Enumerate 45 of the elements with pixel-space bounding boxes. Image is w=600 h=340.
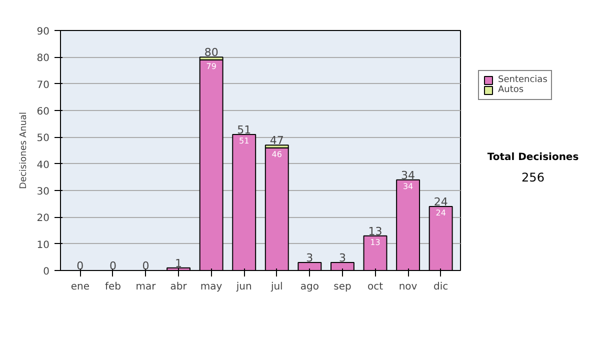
text: Total Decisiones xyxy=(487,152,579,164)
y-tick-label: 90 xyxy=(36,26,50,38)
total-label: 1 xyxy=(175,256,182,270)
total-label: 47 xyxy=(270,134,284,148)
data-label: 13 xyxy=(370,238,380,247)
total-label: 3 xyxy=(306,252,314,264)
total-label: 0 xyxy=(109,260,116,272)
total-label: 0 xyxy=(76,260,84,272)
total-label: 34 xyxy=(401,168,416,182)
x-tick-label: ago xyxy=(300,282,319,292)
data-label: 24 xyxy=(436,208,446,218)
y-tick-label: 60 xyxy=(36,106,50,118)
total-label: 0 xyxy=(142,260,150,272)
total-label: 13 xyxy=(368,224,382,238)
data-label: 46 xyxy=(272,150,282,159)
y-tick-label: 40 xyxy=(36,160,50,171)
x-tick-label: nov xyxy=(398,282,418,292)
x-tick-label: jul xyxy=(270,282,283,292)
data-label: 51 xyxy=(239,136,250,146)
y-tick-label: 50 xyxy=(36,133,50,144)
y-axis-title: Decisiones Anual xyxy=(18,112,29,189)
y-tick-label: 80 xyxy=(36,53,50,64)
y-tick-label: 0 xyxy=(43,266,50,278)
x-tick-label: ene xyxy=(70,282,90,292)
x-tick-label: feb xyxy=(104,282,121,292)
x-tick-label: may xyxy=(200,282,222,292)
y-tick-label: 30 xyxy=(36,186,50,198)
total-label: 80 xyxy=(204,46,218,60)
x-tick-label: dic xyxy=(434,282,448,292)
y-tick-label: 10 xyxy=(36,240,50,251)
total-label: 24 xyxy=(434,196,448,208)
legend-label: Autos xyxy=(498,85,524,95)
x-tick-label: jun xyxy=(235,282,252,292)
total-label: 3 xyxy=(338,252,346,264)
total-label: 51 xyxy=(237,124,252,136)
data-label: 34 xyxy=(402,182,414,191)
y-tick-label: 20 xyxy=(36,213,50,224)
y-tick-label: 70 xyxy=(36,80,50,91)
x-tick-label: oct xyxy=(367,282,384,292)
x-tick-label: abr xyxy=(170,282,188,292)
data-label: 79 xyxy=(206,62,216,71)
legend-label: Sentencias xyxy=(498,75,548,85)
text: 256 xyxy=(522,170,544,184)
x-tick-label: mar xyxy=(136,282,157,292)
x-tick-label: sep xyxy=(334,282,352,292)
